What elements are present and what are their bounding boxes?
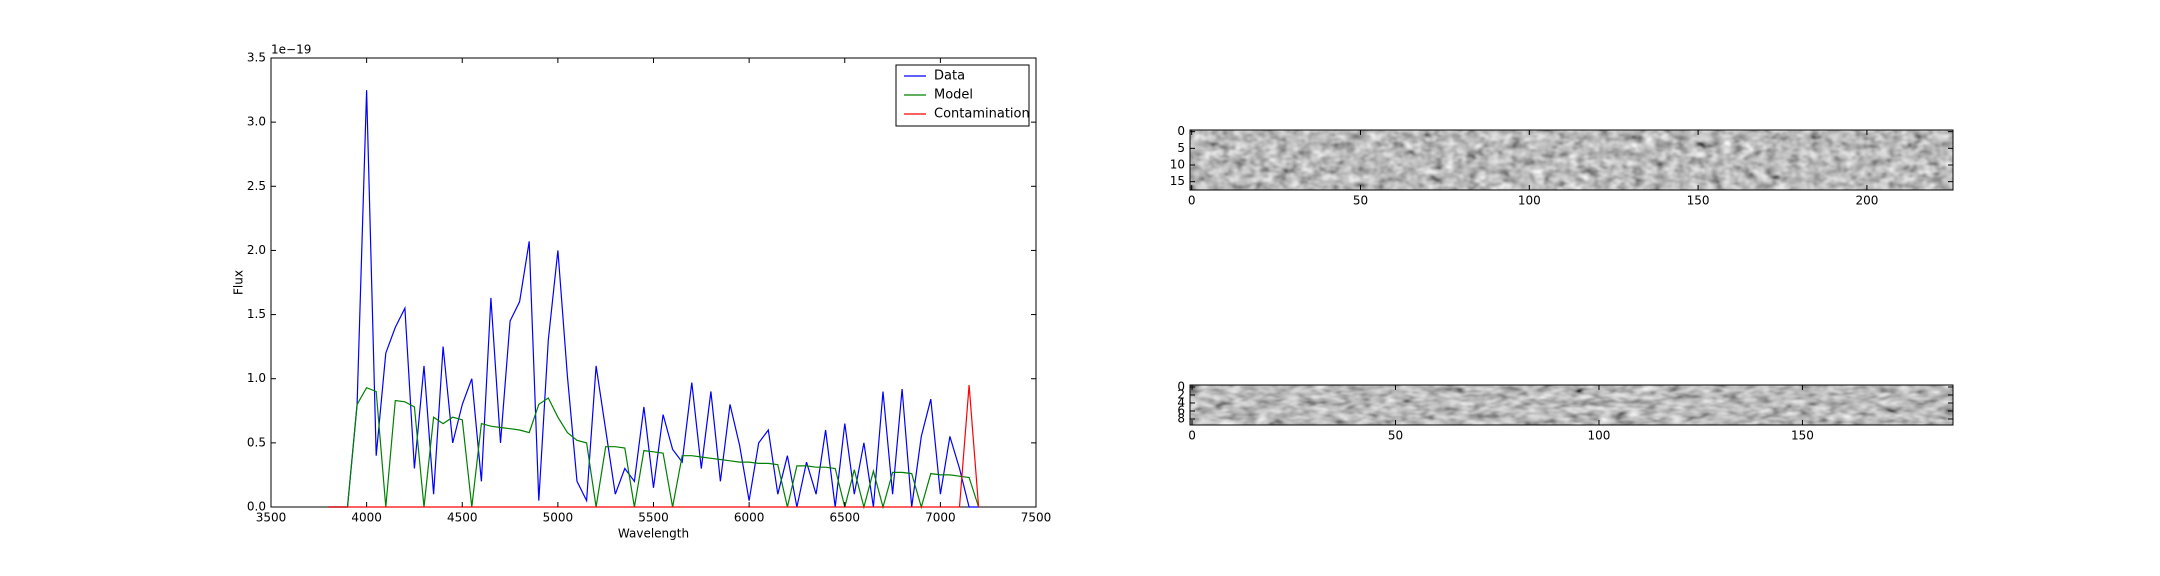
- x-tick-label: 0: [1188, 194, 1196, 208]
- image-frame: [1189, 384, 1954, 426]
- x-tick-label: 5000: [543, 511, 574, 525]
- x-tick-label: 3500: [256, 511, 287, 525]
- x-tick-label: 150: [1791, 429, 1814, 443]
- y-tick-label: 2.0: [247, 243, 266, 257]
- x-tick-label: 4000: [351, 511, 382, 525]
- y-tick-label: 1.5: [247, 307, 266, 321]
- y-tick-label: 0: [1177, 124, 1185, 138]
- y-tick-label: 5: [1177, 141, 1185, 155]
- legend-label: Data: [934, 69, 965, 84]
- series-line: [328, 386, 980, 510]
- x-tick-label: 50: [1388, 429, 1403, 443]
- y-tick-label: 10: [1170, 158, 1185, 172]
- y-tick-label: 0: [1177, 380, 1185, 394]
- x-axis-label: Wavelength: [618, 527, 689, 541]
- y-tick-label: 6: [1177, 404, 1185, 418]
- image-frame: [1189, 129, 1954, 191]
- y-tick-label: 2: [1177, 388, 1185, 402]
- series-line: [328, 90, 979, 508]
- x-tick-label: 7500: [1021, 511, 1052, 525]
- x-tick-label: 5500: [638, 511, 669, 525]
- y-tick-label: 0.5: [247, 435, 266, 449]
- x-tick-label: 200: [1855, 194, 1878, 208]
- x-tick-label: 6000: [734, 511, 765, 525]
- y-axis-label: Flux: [232, 270, 246, 295]
- x-tick-label: 7000: [925, 511, 956, 525]
- y-tick-label: 1.0: [247, 371, 266, 385]
- legend-label: Model: [934, 88, 973, 103]
- x-tick-label: 100: [1588, 429, 1611, 443]
- x-tick-label: 6500: [829, 511, 860, 525]
- y-tick-label: 8: [1177, 412, 1185, 426]
- x-tick-label: 4500: [447, 511, 478, 525]
- y-tick-label: 3.0: [247, 115, 266, 129]
- y-offset-label: 1e−19: [271, 43, 311, 57]
- x-tick-label: 50: [1353, 194, 1368, 208]
- y-tick-label: 4: [1177, 396, 1185, 410]
- y-tick-label: 2.5: [247, 179, 266, 193]
- y-tick-label: 0.0: [247, 500, 266, 514]
- image-texture: [1190, 385, 1953, 425]
- y-tick-label: 3.5: [247, 51, 266, 65]
- x-tick-label: 150: [1687, 194, 1710, 208]
- image-texture: [1190, 130, 1953, 190]
- x-tick-label: 100: [1518, 194, 1541, 208]
- legend-label: Contamination: [934, 107, 1030, 122]
- y-tick-label: 15: [1170, 174, 1185, 188]
- x-tick-label: 0: [1188, 429, 1196, 443]
- plot-area: [270, 57, 1037, 508]
